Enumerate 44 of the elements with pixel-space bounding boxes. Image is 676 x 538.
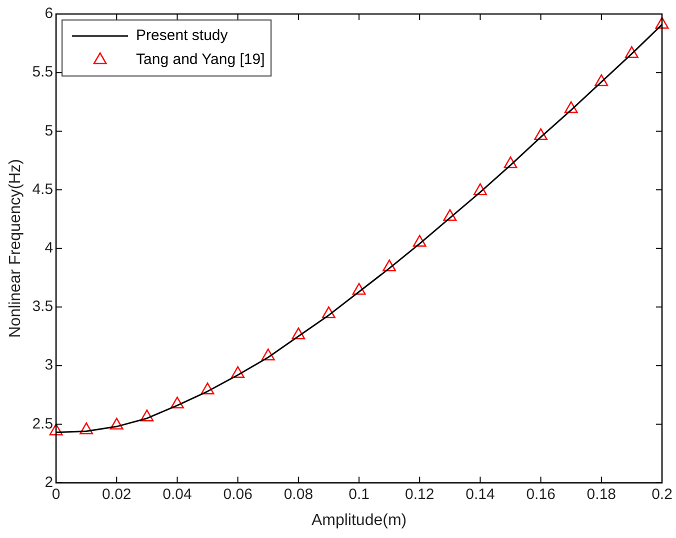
point [170,396,184,408]
point [110,418,124,430]
y-tick-label: 3 [44,356,54,374]
legend-label: Present study [136,27,228,44]
point [624,46,638,58]
point [594,74,608,86]
point [140,410,154,422]
y-tick-label: 4.5 [32,180,54,198]
point [231,366,245,378]
point [504,156,518,168]
point [655,16,669,29]
point [474,183,487,196]
point [564,101,578,114]
y-tick-label: 2.5 [32,415,54,432]
point [382,260,396,272]
x-tick-label: 0 [52,486,60,503]
point [292,327,306,340]
y-axis-title: Nonlinear Frequency(Hz) [7,159,24,338]
legend-label: Tang and Yang [19] [136,51,265,68]
x-tick-label: 0.02 [102,486,132,503]
point [200,382,214,394]
point [261,348,275,360]
x-tick-label: 0.04 [162,486,192,503]
y-tick-label: 4 [44,240,54,257]
y-tick-label: 2 [44,474,54,491]
x-tick-label: 0.14 [466,486,495,503]
point [322,306,336,318]
point [352,282,366,295]
x-tick-label: 0.18 [586,486,616,503]
x-tick-label: 0.2 [652,486,672,503]
point [412,234,426,247]
x-tick-label: 0.1 [348,486,370,503]
y-tick-label: 5.5 [32,64,54,81]
y-tick-label: 5 [44,122,54,140]
x-tick-label: 0.16 [526,486,556,503]
y-tick-label: 6 [44,5,54,22]
point [534,128,548,140]
x-tick-label: 0.12 [405,486,434,503]
x-axis-title: Amplitude(m) [311,512,407,529]
point [80,422,94,434]
x-tick-label: 0.08 [284,486,314,503]
y-tick-label: 3.5 [32,298,54,316]
x-tick-label: 0.06 [223,486,252,503]
point [443,209,457,221]
